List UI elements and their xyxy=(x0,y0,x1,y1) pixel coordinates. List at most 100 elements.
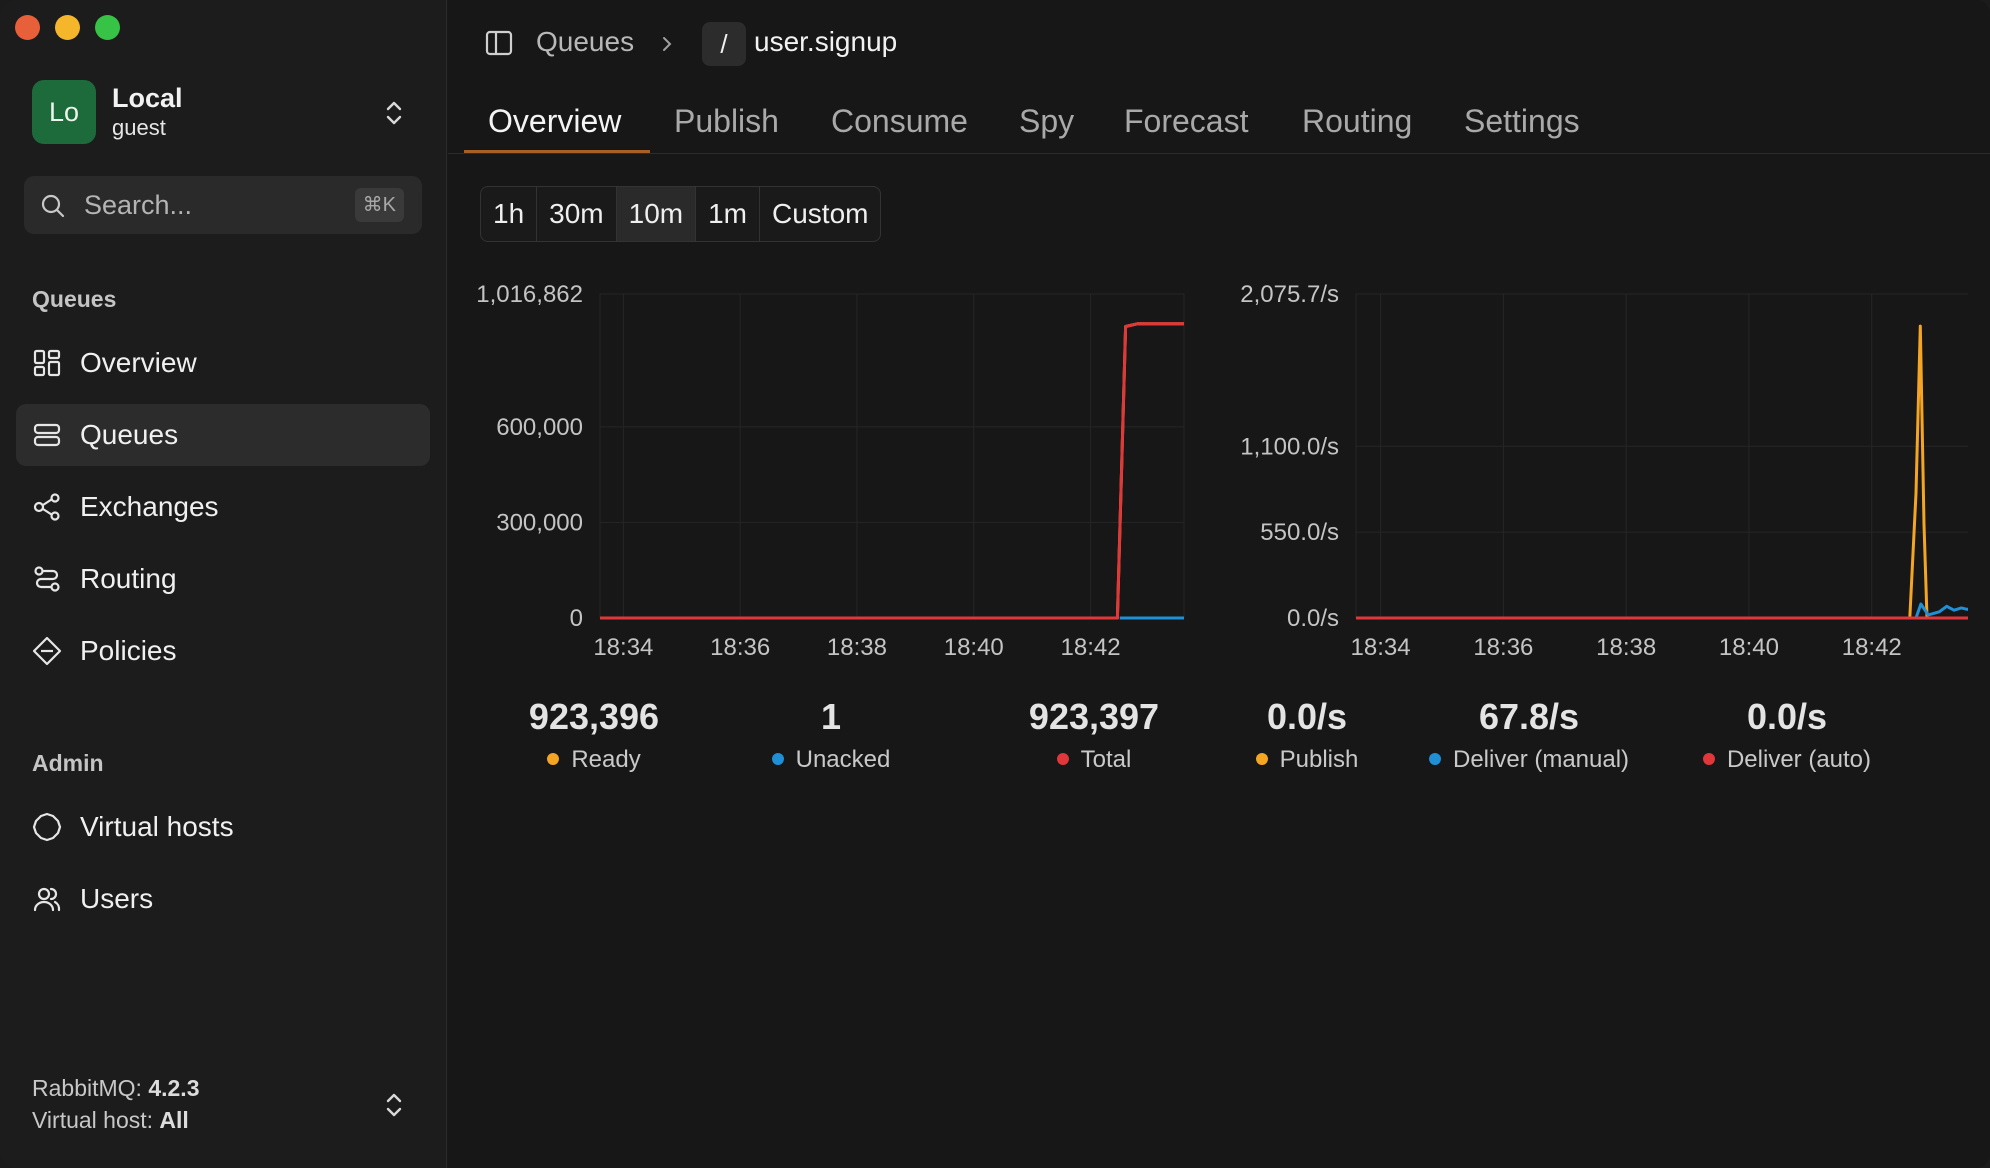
x-tick-label: 18:38 xyxy=(1596,634,1656,660)
publish-legend: Publish xyxy=(1232,746,1382,774)
tab-overview[interactable]: Overview xyxy=(488,103,622,139)
y-tick-label: 0 xyxy=(570,605,583,632)
tab-consume[interactable]: Consume xyxy=(831,103,968,139)
sidebar-item-label: Routing xyxy=(80,563,177,594)
grid-icon xyxy=(33,349,61,377)
sidebar-item-routing[interactable]: Routing xyxy=(16,548,430,610)
version-line: RabbitMQ: 4.2.3 xyxy=(32,1072,414,1104)
x-tick-label: 18:34 xyxy=(593,634,653,660)
active-tab-indicator xyxy=(464,150,650,153)
section-label-queues: Queues xyxy=(32,286,117,312)
tab-forecast[interactable]: Forecast xyxy=(1124,103,1249,139)
routing-icon xyxy=(34,566,60,592)
publish-label: Publish xyxy=(1279,746,1359,773)
y-tick-label: 1,016,862 xyxy=(476,281,583,308)
sidebar-item-label: Policies xyxy=(80,635,177,666)
deliver-auto-dot xyxy=(1702,752,1715,765)
y-tick-label: 2,075.7/s xyxy=(1240,281,1339,308)
deliver-auto-legend: Deliver (auto) xyxy=(1672,746,1902,774)
exchanges-icon xyxy=(33,493,60,521)
vhost-value: All xyxy=(159,1107,189,1133)
deliver-manual-rate: 67.8/s xyxy=(1478,696,1580,737)
plot-area xyxy=(599,293,1185,619)
sidebar-item-virtual-hosts[interactable]: Virtual hosts xyxy=(16,796,430,858)
sidebar-item-label: Queues xyxy=(80,419,179,450)
breadcrumb-queues[interactable]: Queues xyxy=(536,26,635,57)
tab-publish[interactable]: Publish xyxy=(674,103,779,139)
version-label: RabbitMQ: xyxy=(32,1075,142,1101)
sidebar-item-users[interactable]: Users xyxy=(16,868,430,930)
sidebar-item-overview[interactable]: Overview xyxy=(16,332,430,394)
tab-settings[interactable]: Settings xyxy=(1464,103,1580,139)
plot-area xyxy=(1355,293,1968,619)
range-1h[interactable]: 1h xyxy=(481,187,538,241)
range-10m[interactable]: 10m xyxy=(616,187,697,241)
total-label: Total xyxy=(1080,746,1132,773)
window-zoom-button[interactable] xyxy=(95,15,120,40)
vhost-badge[interactable]: / xyxy=(702,22,746,66)
window-close-button[interactable] xyxy=(15,15,40,40)
x-tick-label: 18:38 xyxy=(827,634,887,660)
tab-spy[interactable]: Spy xyxy=(1019,103,1075,139)
range-custom[interactable]: Custom xyxy=(772,198,869,229)
account-name: Local xyxy=(112,83,183,113)
y-tick-label: 0.0/s xyxy=(1287,605,1339,632)
account-switcher[interactable]: Lo Local guest xyxy=(32,80,414,144)
account-info: Local guest xyxy=(112,82,183,142)
series-line-ready xyxy=(600,322,1184,620)
range-30m[interactable]: 30m xyxy=(537,187,617,241)
search-icon xyxy=(41,194,65,218)
unacked-label: Unacked xyxy=(795,746,891,773)
messages-chart: 18:34 18:36 18:38 18:40 18:42 0 300,000 600,000… xyxy=(476,281,1185,660)
deliver-auto-rate: 0.0/s xyxy=(1746,696,1828,737)
section-label-admin: Admin xyxy=(32,750,104,776)
time-range-selector: 1h 30m 10m 1m Custom xyxy=(480,186,882,242)
publish-dot xyxy=(1255,752,1268,765)
range-1m[interactable]: 1m xyxy=(696,187,760,241)
tab-routing[interactable]: Routing xyxy=(1302,103,1413,139)
window-minimize-button[interactable] xyxy=(55,15,80,40)
total-legend: Total xyxy=(1014,746,1174,774)
search-shortcut: ⌘K xyxy=(354,188,404,222)
unacked-count: 1 xyxy=(820,696,842,737)
sidebar-item-queues[interactable]: Queues xyxy=(16,404,430,466)
policy-icon xyxy=(32,636,62,666)
sidebar-item-exchanges[interactable]: Exchanges xyxy=(16,476,430,538)
unacked-dot xyxy=(771,752,784,765)
unacked-legend: Unacked xyxy=(746,746,916,774)
sidebar-item-policies[interactable]: Policies xyxy=(16,620,430,682)
search-input[interactable] xyxy=(84,188,334,222)
users-icon xyxy=(33,887,61,912)
ready-count: 923,396 xyxy=(528,696,660,737)
total-dot xyxy=(1056,752,1069,765)
x-tick-label: 18:40 xyxy=(1719,634,1779,660)
chart-grid xyxy=(599,293,1185,619)
series-line-publish xyxy=(1356,324,1968,620)
y-tick-label: 1,100.0/s xyxy=(1240,433,1339,460)
deliver-manual-legend: Deliver (manual) xyxy=(1429,746,1629,774)
ready-label: Ready xyxy=(571,746,641,773)
chevron-up-down-icon xyxy=(386,1093,402,1117)
ready-dot xyxy=(547,752,560,765)
series-line-total xyxy=(600,322,1184,620)
chevron-right-icon xyxy=(663,37,672,51)
sidebar-item-label: Overview xyxy=(80,347,197,378)
sidebar-toggle-icon[interactable] xyxy=(484,28,514,58)
search-box[interactable]: ⌘K xyxy=(24,176,422,234)
x-tick-label: 18:34 xyxy=(1351,634,1411,660)
tab-bar: Overview Publish Consume Spy Forecast Ro… xyxy=(448,96,1990,154)
x-tick-label: 18:42 xyxy=(1061,634,1121,660)
chart-grid xyxy=(1355,293,1968,619)
sidebar-item-label: Virtual hosts xyxy=(80,811,234,842)
vhost-icon xyxy=(32,812,62,842)
x-tick-label: 18:36 xyxy=(710,634,770,660)
deliver-manual-label: Deliver (manual) xyxy=(1453,746,1630,773)
y-tick-label: 300,000 xyxy=(496,509,583,536)
deliver-auto-label: Deliver (auto) xyxy=(1726,746,1872,773)
vhost-label: Virtual host: xyxy=(32,1107,154,1133)
account-user: guest xyxy=(112,115,166,140)
server-switcher[interactable]: RabbitMQ: 4.2.3 Virtual host: All xyxy=(32,1072,414,1140)
queues-icon xyxy=(33,423,61,447)
chevron-up-down-icon xyxy=(386,101,402,125)
